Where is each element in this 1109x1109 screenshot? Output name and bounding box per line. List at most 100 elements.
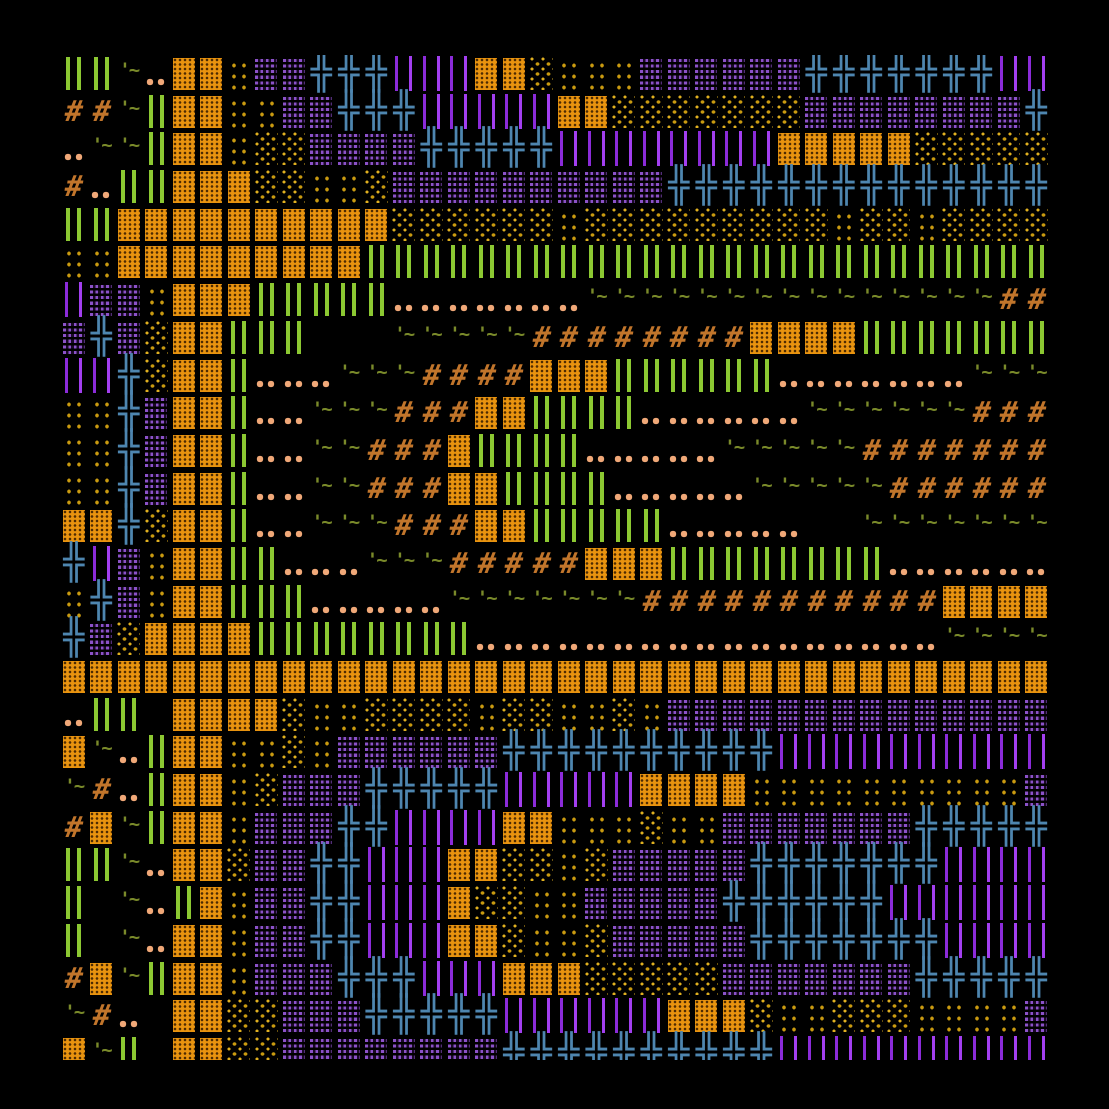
purple-bars-glyph: [363, 922, 391, 960]
green-bars-glyph: [60, 846, 88, 884]
orange-block-glyph: [170, 432, 198, 470]
gold-diamond-glyph: [803, 206, 831, 244]
orange-block-glyph: [225, 168, 253, 206]
purple-bars-glyph: [913, 733, 941, 771]
peach-dots-glyph: [968, 545, 996, 583]
gold-dots-glyph: [225, 733, 253, 771]
blue-cross-glyph: ╬: [943, 166, 965, 207]
peach-dots-glyph: [280, 394, 308, 432]
blue-cross-glyph: ╬: [90, 316, 112, 357]
purple-bars-glyph: [390, 922, 418, 960]
gold-diamond-glyph: [583, 846, 611, 884]
blue-cross-glyph: ╬: [750, 844, 772, 885]
gold-diamond-glyph: [858, 997, 886, 1035]
orange-block-glyph: [445, 922, 473, 960]
green-bars-glyph: [995, 243, 1023, 281]
hash-glyph: #: [90, 998, 113, 1033]
purple-bars-glyph: [858, 733, 886, 771]
purple-hatch-glyph: [858, 93, 886, 131]
gold-dots-glyph: [968, 771, 996, 809]
peach-dots-glyph: [858, 620, 886, 658]
gold-diamond-glyph: [748, 997, 776, 1035]
orange-block-glyph: [665, 771, 693, 809]
purple-bars-glyph: [968, 733, 996, 771]
gold-dots-glyph: [225, 771, 253, 809]
orange-block-glyph: [170, 696, 198, 734]
gold-diamond-glyph: [390, 206, 418, 244]
purple-hatch-glyph: [280, 922, 308, 960]
green-bars-glyph: [88, 55, 116, 93]
gold-dots-glyph: [60, 243, 88, 281]
orange-block-glyph: [198, 206, 226, 244]
purple-hatch-glyph: [88, 620, 116, 658]
purple-bars-glyph: [830, 1035, 858, 1060]
peach-dots-glyph: [665, 507, 693, 545]
gold-diamond-glyph: [445, 696, 473, 734]
blue-cross-glyph: ╬: [833, 55, 855, 93]
gold-dots-glyph: [995, 997, 1023, 1035]
blue-cross-glyph: ╬: [915, 166, 937, 207]
green-bars-glyph: [225, 545, 253, 583]
peach-dots-glyph: [253, 357, 281, 395]
orange-block-glyph: [775, 319, 803, 357]
green-bars-glyph: [528, 243, 556, 281]
orange-block-glyph: [610, 545, 638, 583]
peach-dots-glyph: [280, 545, 308, 583]
gold-dots-glyph: [225, 960, 253, 998]
purple-bars-glyph: [913, 884, 941, 922]
purple-hatch-glyph: [115, 545, 143, 583]
blue-cross-glyph: ╬: [805, 919, 827, 960]
peach-dots-glyph: [583, 432, 611, 470]
blue-cross-glyph: ╬: [860, 55, 882, 93]
peach-dots-glyph: [143, 846, 171, 884]
peach-dots-glyph: [143, 922, 171, 960]
gold-diamond-glyph: [968, 206, 996, 244]
orange-block-glyph: [170, 206, 198, 244]
green-bars-glyph: [528, 394, 556, 432]
blue-cross-glyph: ╬: [365, 957, 387, 998]
green-bars-glyph: [748, 357, 776, 395]
gold-dots-glyph: [88, 243, 116, 281]
purple-hatch-glyph: [583, 884, 611, 922]
green-bars-glyph: [638, 507, 666, 545]
orange-block-glyph: [803, 658, 831, 696]
orange-block-glyph: [198, 470, 226, 508]
peach-dots-glyph: [253, 507, 281, 545]
blue-cross-glyph: ╬: [970, 806, 992, 847]
peach-dots-glyph: [253, 394, 281, 432]
green-bars-glyph: [143, 733, 171, 771]
blue-cross-glyph: ╬: [558, 731, 580, 772]
green-bars-glyph: [583, 394, 611, 432]
squiggle-glyph: '~: [311, 473, 333, 496]
blue-cross-glyph: ╬: [833, 919, 855, 960]
blue-cross-glyph: ╬: [860, 844, 882, 885]
purple-bars-glyph: [665, 130, 693, 168]
orange-block-glyph: [170, 507, 198, 545]
purple-hatch-glyph: [583, 168, 611, 206]
squiggle-glyph: '~: [339, 360, 360, 383]
orange-block-glyph: [170, 243, 198, 281]
green-bars-glyph: [143, 130, 171, 168]
orange-block-glyph: [170, 846, 198, 884]
purple-hatch-glyph: [665, 922, 693, 960]
gold-dots-glyph: [555, 206, 583, 244]
purple-bars-glyph: [858, 1035, 886, 1060]
hash-glyph: #: [420, 470, 443, 505]
blue-cross-glyph: ╬: [750, 731, 772, 772]
purple-hatch-glyph: [473, 1035, 501, 1060]
orange-block-glyph: [830, 130, 858, 168]
orange-block-glyph: [198, 281, 226, 319]
peach-dots-glyph: [693, 394, 721, 432]
blue-cross-glyph: ╬: [420, 128, 442, 169]
peach-dots-glyph: [803, 620, 831, 658]
purple-bars-glyph: [555, 130, 583, 168]
purple-bars-glyph: [995, 55, 1023, 93]
purple-hatch-glyph: [748, 960, 776, 998]
peach-dots-glyph: [280, 432, 308, 470]
purple-hatch-glyph: [995, 696, 1023, 734]
green-bars-glyph: [225, 583, 253, 621]
purple-hatch-glyph: [830, 93, 858, 131]
purple-hatch-glyph: [88, 281, 116, 319]
green-bars-glyph: [115, 168, 143, 206]
